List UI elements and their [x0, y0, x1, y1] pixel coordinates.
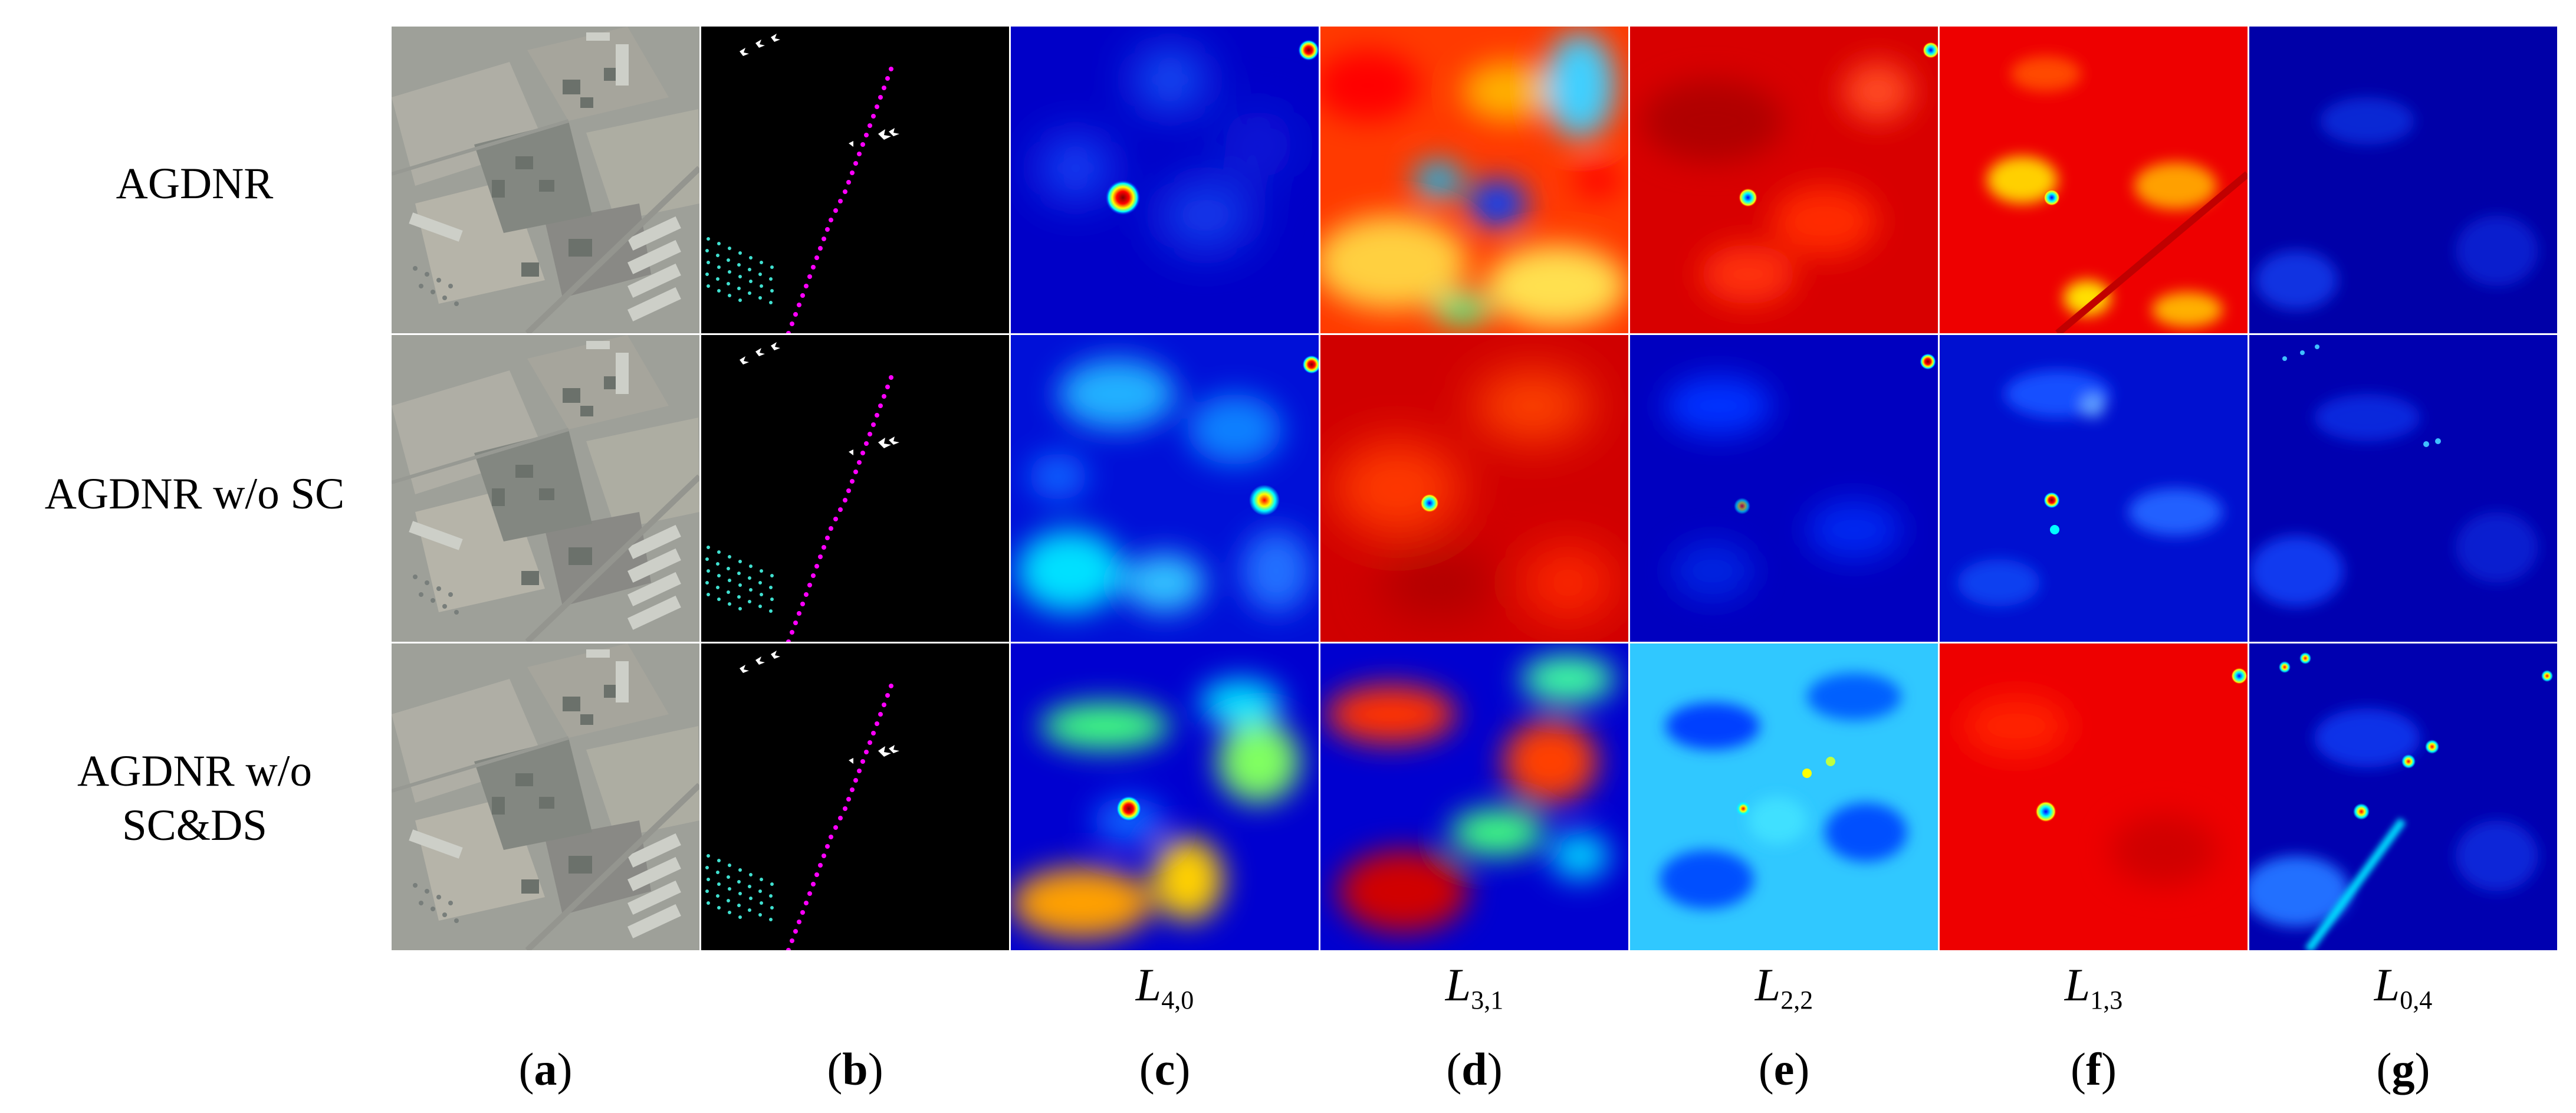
- row-label-agdnr: AGDNR: [116, 159, 274, 208]
- heatmap-row1-l31: [1320, 27, 1628, 333]
- panel-a-row3: [392, 643, 699, 950]
- panel-letter-c: (c): [1139, 1043, 1191, 1095]
- panel-letter-f: (f): [2071, 1043, 2117, 1095]
- row-label-line1: AGDNR w/o: [77, 747, 312, 796]
- row-label-agdnr-wo-scds: AGDNR w/o SC&DS: [0, 744, 389, 853]
- heatmap-row3-l13: [1940, 643, 2248, 950]
- row-label-line2: SC&DS: [122, 801, 267, 850]
- panel-letter-d: (d): [1446, 1043, 1503, 1095]
- heatmap-row2-l31: [1320, 335, 1628, 642]
- panel-letter-g: (g): [2376, 1043, 2430, 1095]
- heatmap-row3-l31: [1320, 643, 1628, 950]
- layer-label-l31: L3,1: [1445, 959, 1504, 1014]
- heatmap-row3-l04: [2249, 643, 2557, 950]
- heatmap-row3-l40: [1011, 643, 1319, 950]
- heatmap-row2-l04: [2249, 335, 2557, 642]
- panel-a-row1: [392, 27, 699, 333]
- panel-letter-b: (b): [827, 1043, 883, 1095]
- layer-label-l13: L1,3: [2064, 959, 2123, 1014]
- heatmap-row1-l13: [1940, 27, 2248, 333]
- heatmap-row2-l40: [1011, 335, 1319, 642]
- heatmap-row2-l13: [1940, 335, 2248, 642]
- panel-b-row1: [701, 27, 1009, 333]
- layer-label-l40: L4,0: [1135, 959, 1194, 1014]
- heatmap-row1-l04: [2249, 27, 2557, 333]
- panel-b-row2: [701, 335, 1009, 642]
- heatmap-row1-l40: [1011, 27, 1319, 333]
- panel-letter-e: (e): [1758, 1043, 1810, 1095]
- layer-label-l04: L0,4: [2374, 959, 2433, 1014]
- panel-b-row3: [701, 643, 1009, 950]
- heatmap-row3-l22: [1630, 643, 1938, 950]
- panel-a-row2: [392, 335, 699, 642]
- layer-label-l22: L2,2: [1754, 959, 1813, 1014]
- row-label-agdnr-wo-sc: AGDNR w/o SC: [44, 470, 345, 518]
- heatmap-row1-l22: [1630, 27, 1938, 333]
- panel-letter-a: (a): [518, 1043, 573, 1095]
- heatmap-row2-l22: [1630, 335, 1938, 642]
